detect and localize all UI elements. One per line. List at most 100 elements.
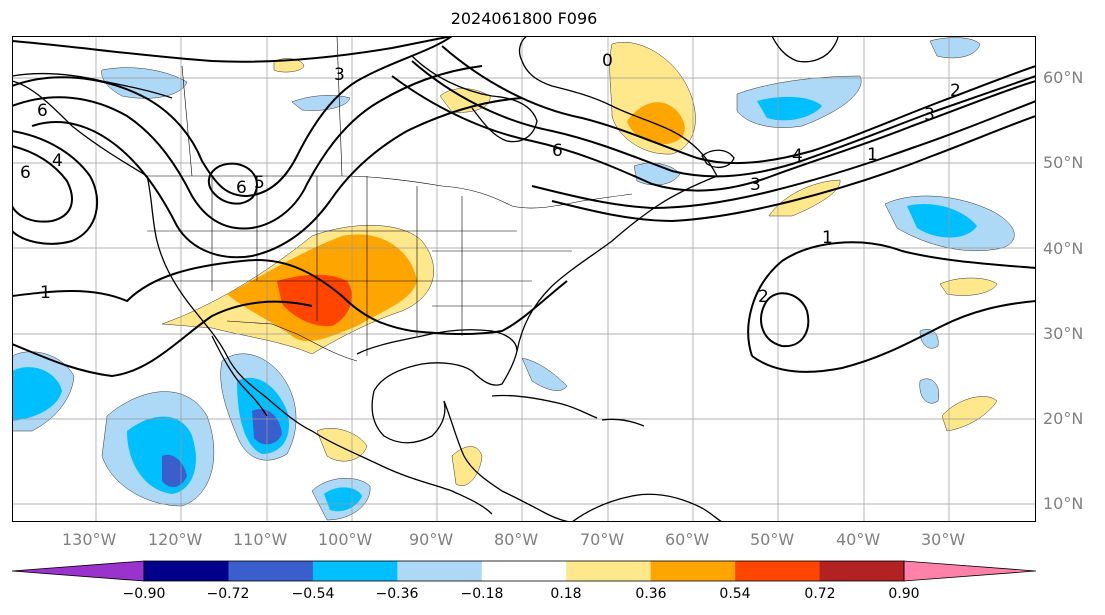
graticule (12, 36, 1036, 522)
coastline-east-us (516, 175, 718, 352)
colorbar-tick-label: 0.90 (888, 586, 920, 602)
coastline-hudson-bay (411, 55, 538, 143)
negative-area-caribbean (521, 357, 568, 391)
contour-trough-west-2 (12, 65, 483, 230)
map-frame (12, 36, 1036, 522)
contours (12, 36, 1036, 378)
contour-2-ring (760, 292, 810, 348)
negative-area-atlantic-north-core (757, 96, 822, 121)
positive-area-small-6 (941, 396, 998, 432)
contour-top-arc (12, 36, 453, 63)
colorbar-segment (481, 561, 567, 581)
lat-label: 60°N (1043, 68, 1084, 87)
coastlines (12, 36, 839, 522)
colorbar-tick-label: −0.36 (375, 586, 419, 602)
contour-label: 3 (334, 65, 345, 85)
lat-label: 40°N (1043, 239, 1084, 258)
border-canada-2 (181, 65, 193, 177)
lat-label: 10°N (1043, 494, 1084, 513)
colorbar (11, 560, 1037, 582)
contour-1-atlantic (747, 241, 1036, 357)
coastline-gulf-of-mexico (356, 329, 518, 444)
colorbar-tick-label: −0.18 (460, 586, 504, 602)
contour-label: 6 (552, 141, 563, 161)
contour-1-west (12, 259, 568, 336)
contour-label: 3 (924, 105, 935, 125)
coastline-greenland (771, 36, 839, 63)
contour-label: 1 (822, 228, 833, 248)
colorbar-segment (397, 561, 483, 581)
lon-label: 100°W (318, 530, 373, 549)
contour-label: 6 (236, 178, 247, 198)
negative-area-alaska (101, 67, 188, 99)
colorbar-tick-label: −0.90 (122, 586, 166, 602)
lon-label: 30°W (921, 530, 966, 549)
coastline-canada-east (518, 36, 718, 177)
contour-jet-4 (531, 100, 1036, 210)
negative-area-midatlantic-core (907, 204, 977, 238)
contour-label: 1 (867, 145, 878, 165)
contour-label: 2 (950, 81, 961, 101)
colorbar-tick-label: 0.72 (804, 586, 836, 602)
contour-1-right-lower (751, 300, 1036, 373)
contour-trough-west-3 (31, 97, 523, 259)
colorbar-segment (735, 561, 821, 581)
contour-0-south (12, 300, 313, 378)
colorbar-tick-label: −0.54 (291, 586, 335, 602)
coastline-cuba (491, 394, 598, 419)
coastline-newfoundland (701, 149, 735, 169)
anomaly-fill (12, 37, 1015, 521)
colorbar-segment (566, 561, 652, 581)
border-canada-1 (336, 36, 343, 177)
colorbar-tick-label: 0.36 (635, 586, 667, 602)
lat-label: 20°N (1043, 409, 1084, 428)
plot-title: 2024061800 F096 (450, 9, 598, 28)
coastline-hispaniola (601, 418, 645, 427)
negative-area-pacific-3-mid (12, 367, 62, 421)
colorbar-segment (650, 561, 736, 581)
contour-closed-west-edge-2 (12, 130, 99, 245)
colorbar-segment (228, 561, 314, 581)
contour-label: 4 (792, 146, 803, 166)
coastline-baja (211, 335, 268, 417)
lon-label: 70°W (580, 530, 625, 549)
colorbar-tick-label: −0.72 (206, 586, 250, 602)
positive-area-labrador-core (627, 102, 685, 144)
negative-area-greenland-sea (929, 37, 981, 59)
lon-label: 40°W (836, 530, 881, 549)
lat-label: 30°N (1043, 324, 1084, 343)
positive-area-small-1 (273, 58, 305, 73)
coastline-west-north-america (12, 80, 493, 515)
negative-area-small-atl-2 (919, 378, 940, 404)
contour-label: 5 (254, 173, 265, 193)
positive-area-small-5 (451, 446, 483, 486)
colorbar-segment (312, 561, 398, 581)
colorbar-segment (12, 561, 144, 581)
coastline-south-america (571, 493, 723, 522)
lon-label: 110°W (233, 530, 288, 549)
positive-area-plains-core (277, 274, 352, 327)
political-borders (147, 36, 633, 362)
colorbar-tick-label: 0.54 (719, 586, 751, 602)
contour-label: 1 (40, 283, 51, 303)
lon-label: 130°W (62, 530, 117, 549)
lat-label: 50°N (1043, 153, 1084, 172)
contour-label: 6 (37, 101, 48, 121)
positive-area-small-7 (939, 277, 998, 296)
lon-label: 60°W (665, 530, 710, 549)
colorbar-frame (143, 560, 905, 582)
contour-jet-2 (411, 60, 1036, 178)
lon-label: 90°W (409, 530, 454, 549)
map-svg: 6 4 6 3 6 5 1 6 4 3 2 3 1 1 2 0 (12, 36, 1036, 522)
contour-label: 6 (20, 163, 31, 183)
contour-trough-west (12, 36, 453, 198)
contour-label-group: 6 4 6 3 6 5 1 6 4 3 2 3 1 1 2 0 (20, 51, 961, 307)
contour-jet-3 (441, 45, 1036, 165)
colorbar-tick-label: 0.18 (550, 586, 582, 602)
lon-label: 120°W (148, 530, 203, 549)
coastline-central-america (443, 400, 573, 522)
lon-label: 80°W (494, 530, 539, 549)
colorbar-segments (12, 561, 1036, 581)
contour-closed-low-west (207, 162, 258, 205)
border-us-mexico (226, 320, 358, 362)
